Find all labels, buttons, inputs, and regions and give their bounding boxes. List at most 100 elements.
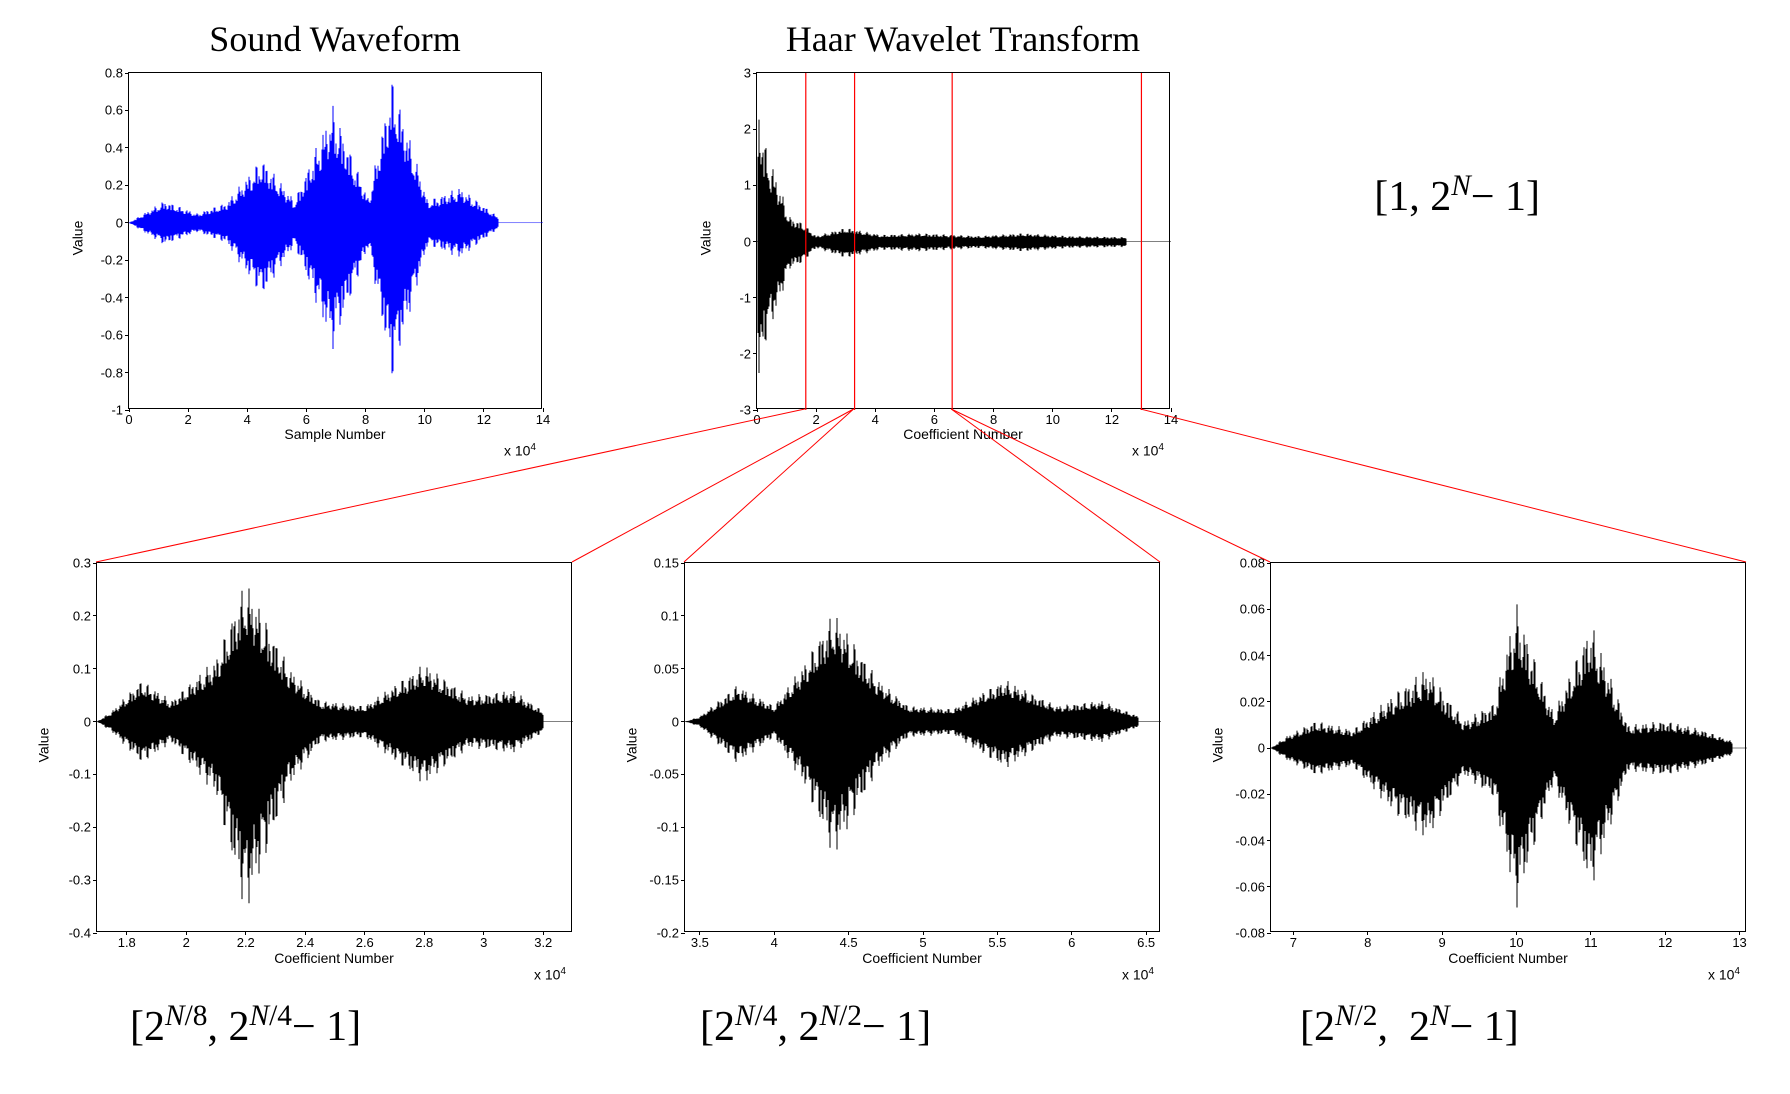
ylabel-sub-left: Value (35, 728, 51, 763)
xtick: 2 (813, 408, 820, 427)
ytick: 0.06 (1240, 602, 1271, 617)
xtick: 0 (753, 408, 760, 427)
ytick: -0.2 (69, 820, 97, 835)
xtick: 12 (477, 408, 491, 427)
ytick: 0 (1258, 741, 1271, 756)
xtick: 10 (1045, 408, 1059, 427)
xtick: 4.5 (840, 931, 858, 950)
ytick: 0.1 (73, 661, 97, 676)
xtick: 12 (1105, 408, 1119, 427)
xtick: 7 (1290, 931, 1297, 950)
xlabel-sub-middle: Coefficient Number (684, 950, 1160, 966)
xtick: 13 (1732, 931, 1746, 950)
chart-sub-middle: -0.2-0.15-0.1-0.0500.050.10.153.544.555.… (684, 562, 1160, 932)
xtick: 6 (931, 408, 938, 427)
ytick: 0.08 (1240, 556, 1271, 571)
ytick: -0.1 (69, 767, 97, 782)
xtick: 4 (771, 931, 778, 950)
range-label-sub-middle: [2N/4, 2N/2− 1] (700, 1000, 931, 1051)
xtick: 4 (872, 408, 879, 427)
title-haar-transform: Haar Wavelet Transform (700, 18, 1226, 60)
ytick: 0.15 (654, 556, 685, 571)
ytick: 3 (744, 66, 757, 81)
chart-sound-waveform: -1-0.8-0.6-0.4-0.200.20.40.60.8024681012… (128, 72, 542, 409)
ytick: -2 (739, 346, 757, 361)
title-sound-waveform: Sound Waveform (128, 18, 542, 60)
ytick: 0.1 (661, 608, 685, 623)
ytick: 0 (116, 215, 129, 230)
xtick: 6 (1068, 931, 1075, 950)
xtick: 11 (1584, 931, 1598, 950)
exp-label-haar: x 104 (1132, 442, 1164, 459)
ytick: 0.04 (1240, 648, 1271, 663)
ytick: -0.4 (69, 926, 97, 941)
xtick: 8 (1364, 931, 1371, 950)
ytick: -0.05 (649, 767, 685, 782)
ylabel-haar: Value (697, 221, 713, 256)
ylabel-sound: Value (69, 221, 85, 256)
chart-haar-full: -3-2-1012302468101214 (756, 72, 1170, 409)
ytick: -0.6 (101, 328, 129, 343)
ytick: -0.3 (69, 873, 97, 888)
ytick: 0.4 (105, 140, 129, 155)
ytick: 0.2 (105, 178, 129, 193)
ytick: 0.2 (73, 608, 97, 623)
xtick: 14 (536, 408, 550, 427)
xtick: 14 (1164, 408, 1178, 427)
xtick: 3.2 (534, 931, 552, 950)
xtick: 1.8 (118, 931, 136, 950)
xtick: 2.6 (356, 931, 374, 950)
xtick: 3 (480, 931, 487, 950)
xtick: 6.5 (1137, 931, 1155, 950)
ytick: 0.6 (105, 103, 129, 118)
exp-label-sub-middle: x 104 (1122, 966, 1154, 983)
ytick: -0.15 (649, 873, 685, 888)
ytick: 2 (744, 122, 757, 137)
xtick: 9 (1438, 931, 1445, 950)
range-label-full: [1, 2N− 1] (1374, 170, 1540, 221)
ylabel-sub-middle: Value (623, 728, 639, 763)
ytick: -1 (739, 290, 757, 305)
ytick: 0.3 (73, 556, 97, 571)
ytick: -0.06 (1235, 879, 1271, 894)
xlabel-sub-right: Coefficient Number (1270, 950, 1746, 966)
xtick: 2 (185, 408, 192, 427)
xtick: 2.8 (415, 931, 433, 950)
ytick: -0.2 (657, 926, 685, 941)
ytick: -0.4 (101, 290, 129, 305)
xtick: 6 (303, 408, 310, 427)
xtick: 2 (183, 931, 190, 950)
xtick: 8 (990, 408, 997, 427)
exp-label-sound: x 104 (504, 442, 536, 459)
ylabel-sub-right: Value (1209, 728, 1225, 763)
exp-label-sub-left: x 104 (534, 966, 566, 983)
xlabel-sound: Sample Number (128, 426, 542, 442)
ytick: -0.02 (1235, 787, 1271, 802)
xtick: 2.2 (237, 931, 255, 950)
range-label-sub-right: [2N/2, 2N− 1] (1300, 1000, 1519, 1051)
xtick: 10 (1509, 931, 1523, 950)
xtick: 8 (362, 408, 369, 427)
xtick: 0 (125, 408, 132, 427)
xtick: 5.5 (988, 931, 1006, 950)
ytick: -0.08 (1235, 926, 1271, 941)
xlabel-sub-left: Coefficient Number (96, 950, 572, 966)
xtick: 10 (417, 408, 431, 427)
xlabel-haar: Coefficient Number (756, 426, 1170, 442)
chart-sub-left: -0.4-0.3-0.2-0.100.10.20.31.822.22.42.62… (96, 562, 572, 932)
ytick: 0 (84, 714, 97, 729)
xtick: 12 (1658, 931, 1672, 950)
xtick: 4 (244, 408, 251, 427)
chart-sub-right: -0.08-0.06-0.04-0.0200.020.040.060.08789… (1270, 562, 1746, 932)
ytick: 0 (744, 234, 757, 249)
ytick: -0.8 (101, 365, 129, 380)
ytick: -0.1 (657, 820, 685, 835)
ytick: 0.8 (105, 66, 129, 81)
ytick: 0.05 (654, 661, 685, 676)
ytick: 0 (672, 714, 685, 729)
range-label-sub-left: [2N/8, 2N/4− 1] (130, 1000, 361, 1051)
ytick: -0.2 (101, 253, 129, 268)
ytick: 0.02 (1240, 694, 1271, 709)
xtick: 2.4 (296, 931, 314, 950)
exp-label-sub-right: x 104 (1708, 966, 1740, 983)
